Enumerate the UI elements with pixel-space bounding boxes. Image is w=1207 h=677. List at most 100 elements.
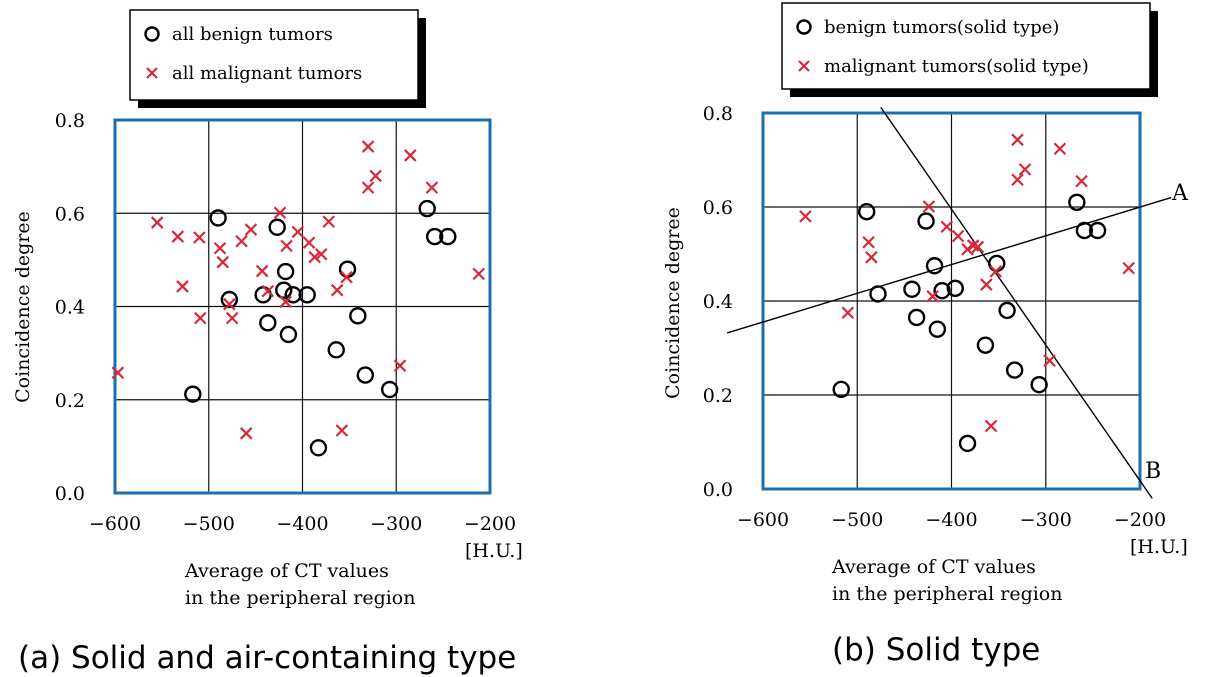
malignant-point [273, 206, 287, 220]
benign-point [832, 380, 850, 399]
y-tick-label: 0.2 [55, 390, 85, 412]
benign-point [976, 336, 995, 354]
malignant-point [279, 295, 292, 309]
malignant-point [322, 215, 336, 228]
malignant-point [261, 284, 275, 298]
malignant-point [1011, 173, 1024, 187]
malignant-point [961, 243, 974, 256]
malignant-point [926, 290, 939, 303]
benign-point [1068, 193, 1086, 212]
malignant-point [193, 231, 206, 244]
y-tick-label: 0.6 [703, 197, 733, 219]
malignant-point [194, 311, 207, 325]
malignant-point [225, 311, 239, 325]
benign-point [857, 202, 876, 221]
malignant-point [1122, 261, 1135, 275]
malignant-point [244, 223, 258, 236]
x-tick-label: −600 [737, 509, 789, 531]
x-tick-label: −500 [831, 509, 883, 531]
legend-label: benign tumors(solid type) [824, 17, 1059, 38]
malignant-point [472, 267, 486, 281]
legend-x-icon [146, 67, 158, 79]
y-axis-label: Coincidence degree [12, 211, 34, 403]
y-axis-label: Coincidence degree [662, 207, 684, 399]
legend-box [129, 9, 419, 101]
benign-point [928, 320, 947, 338]
x-unit-label: [H.U.] [465, 540, 523, 562]
benign-point [338, 260, 357, 278]
benign-point [327, 341, 345, 359]
malignant-point [308, 250, 321, 264]
malignant-point [111, 366, 125, 379]
x-tick-label: −400 [276, 513, 328, 535]
benign-point [907, 308, 926, 327]
benign-point [1030, 375, 1048, 394]
malignant-point [951, 229, 965, 243]
legend-circle-icon [796, 19, 812, 35]
x-tick-label: −400 [925, 509, 977, 531]
malignant-point [865, 251, 878, 264]
malignant-point [314, 248, 328, 261]
benign-point [275, 281, 293, 299]
legend-box [781, 2, 1151, 90]
benign-point [903, 280, 921, 298]
y-tick-label: 0.6 [55, 203, 85, 225]
benign-point [279, 325, 298, 344]
x-tick-label: −500 [183, 513, 235, 535]
malignant-point [171, 230, 185, 243]
benign-point [917, 212, 935, 230]
malignant-point [404, 149, 417, 162]
x-axis-label: in the peripheral region [185, 587, 416, 609]
malignant-point [1075, 174, 1088, 188]
benign-point [356, 366, 375, 384]
malignant-point [425, 181, 439, 194]
benign-point [1075, 221, 1094, 240]
benign-point [349, 307, 367, 325]
benign-point [958, 434, 977, 453]
benign-point [220, 290, 239, 309]
benign-point [380, 380, 399, 399]
malignant-point [361, 181, 375, 194]
reference-line-label: A [1171, 181, 1189, 206]
x-axis-label: Average of CT values [184, 560, 389, 582]
malignant-point [841, 306, 855, 320]
legend-label: malignant tumors(solid type) [824, 56, 1089, 77]
malignant-point [239, 427, 253, 440]
x-axis-label: Average of CT values [831, 556, 1036, 578]
benign-point [309, 439, 328, 457]
benign-point [418, 199, 436, 218]
reference-line-label: B [1145, 459, 1161, 484]
malignant-point [176, 280, 189, 293]
malignant-point [1043, 354, 1056, 367]
benign-point [998, 301, 1016, 320]
x-axis-label: in the peripheral region [832, 583, 1063, 605]
benign-point [925, 257, 944, 275]
benign-point [439, 227, 457, 246]
plot-frame [113, 118, 492, 495]
benign-point [425, 227, 444, 246]
malignant-point [862, 235, 875, 249]
malignant-point [1018, 163, 1032, 176]
chart-caption: (b) Solid type [832, 632, 1040, 668]
malignant-point [330, 283, 344, 297]
legend: benign tumors(solid type) malignant tumor… [781, 2, 1158, 97]
malignant-point [971, 240, 985, 254]
x-tick-label: −300 [370, 513, 422, 535]
reference-line-a [726, 196, 1172, 334]
y-tick-label: 0.4 [55, 297, 85, 319]
legend-label: all malignant tumors [172, 63, 362, 84]
benign-point [298, 286, 316, 304]
malignant-point [150, 216, 164, 229]
benign-point [184, 385, 202, 403]
reference-line-b [880, 106, 1153, 499]
malignant-point [255, 264, 269, 278]
malignant-point [235, 234, 248, 248]
malignant-point [361, 140, 375, 153]
x-tick-label: −300 [1020, 509, 1072, 531]
malignant-point [223, 297, 236, 311]
plot-frame [761, 111, 1142, 491]
benign-point [933, 281, 951, 300]
benign-point [988, 254, 1006, 273]
malignant-point [280, 239, 293, 253]
